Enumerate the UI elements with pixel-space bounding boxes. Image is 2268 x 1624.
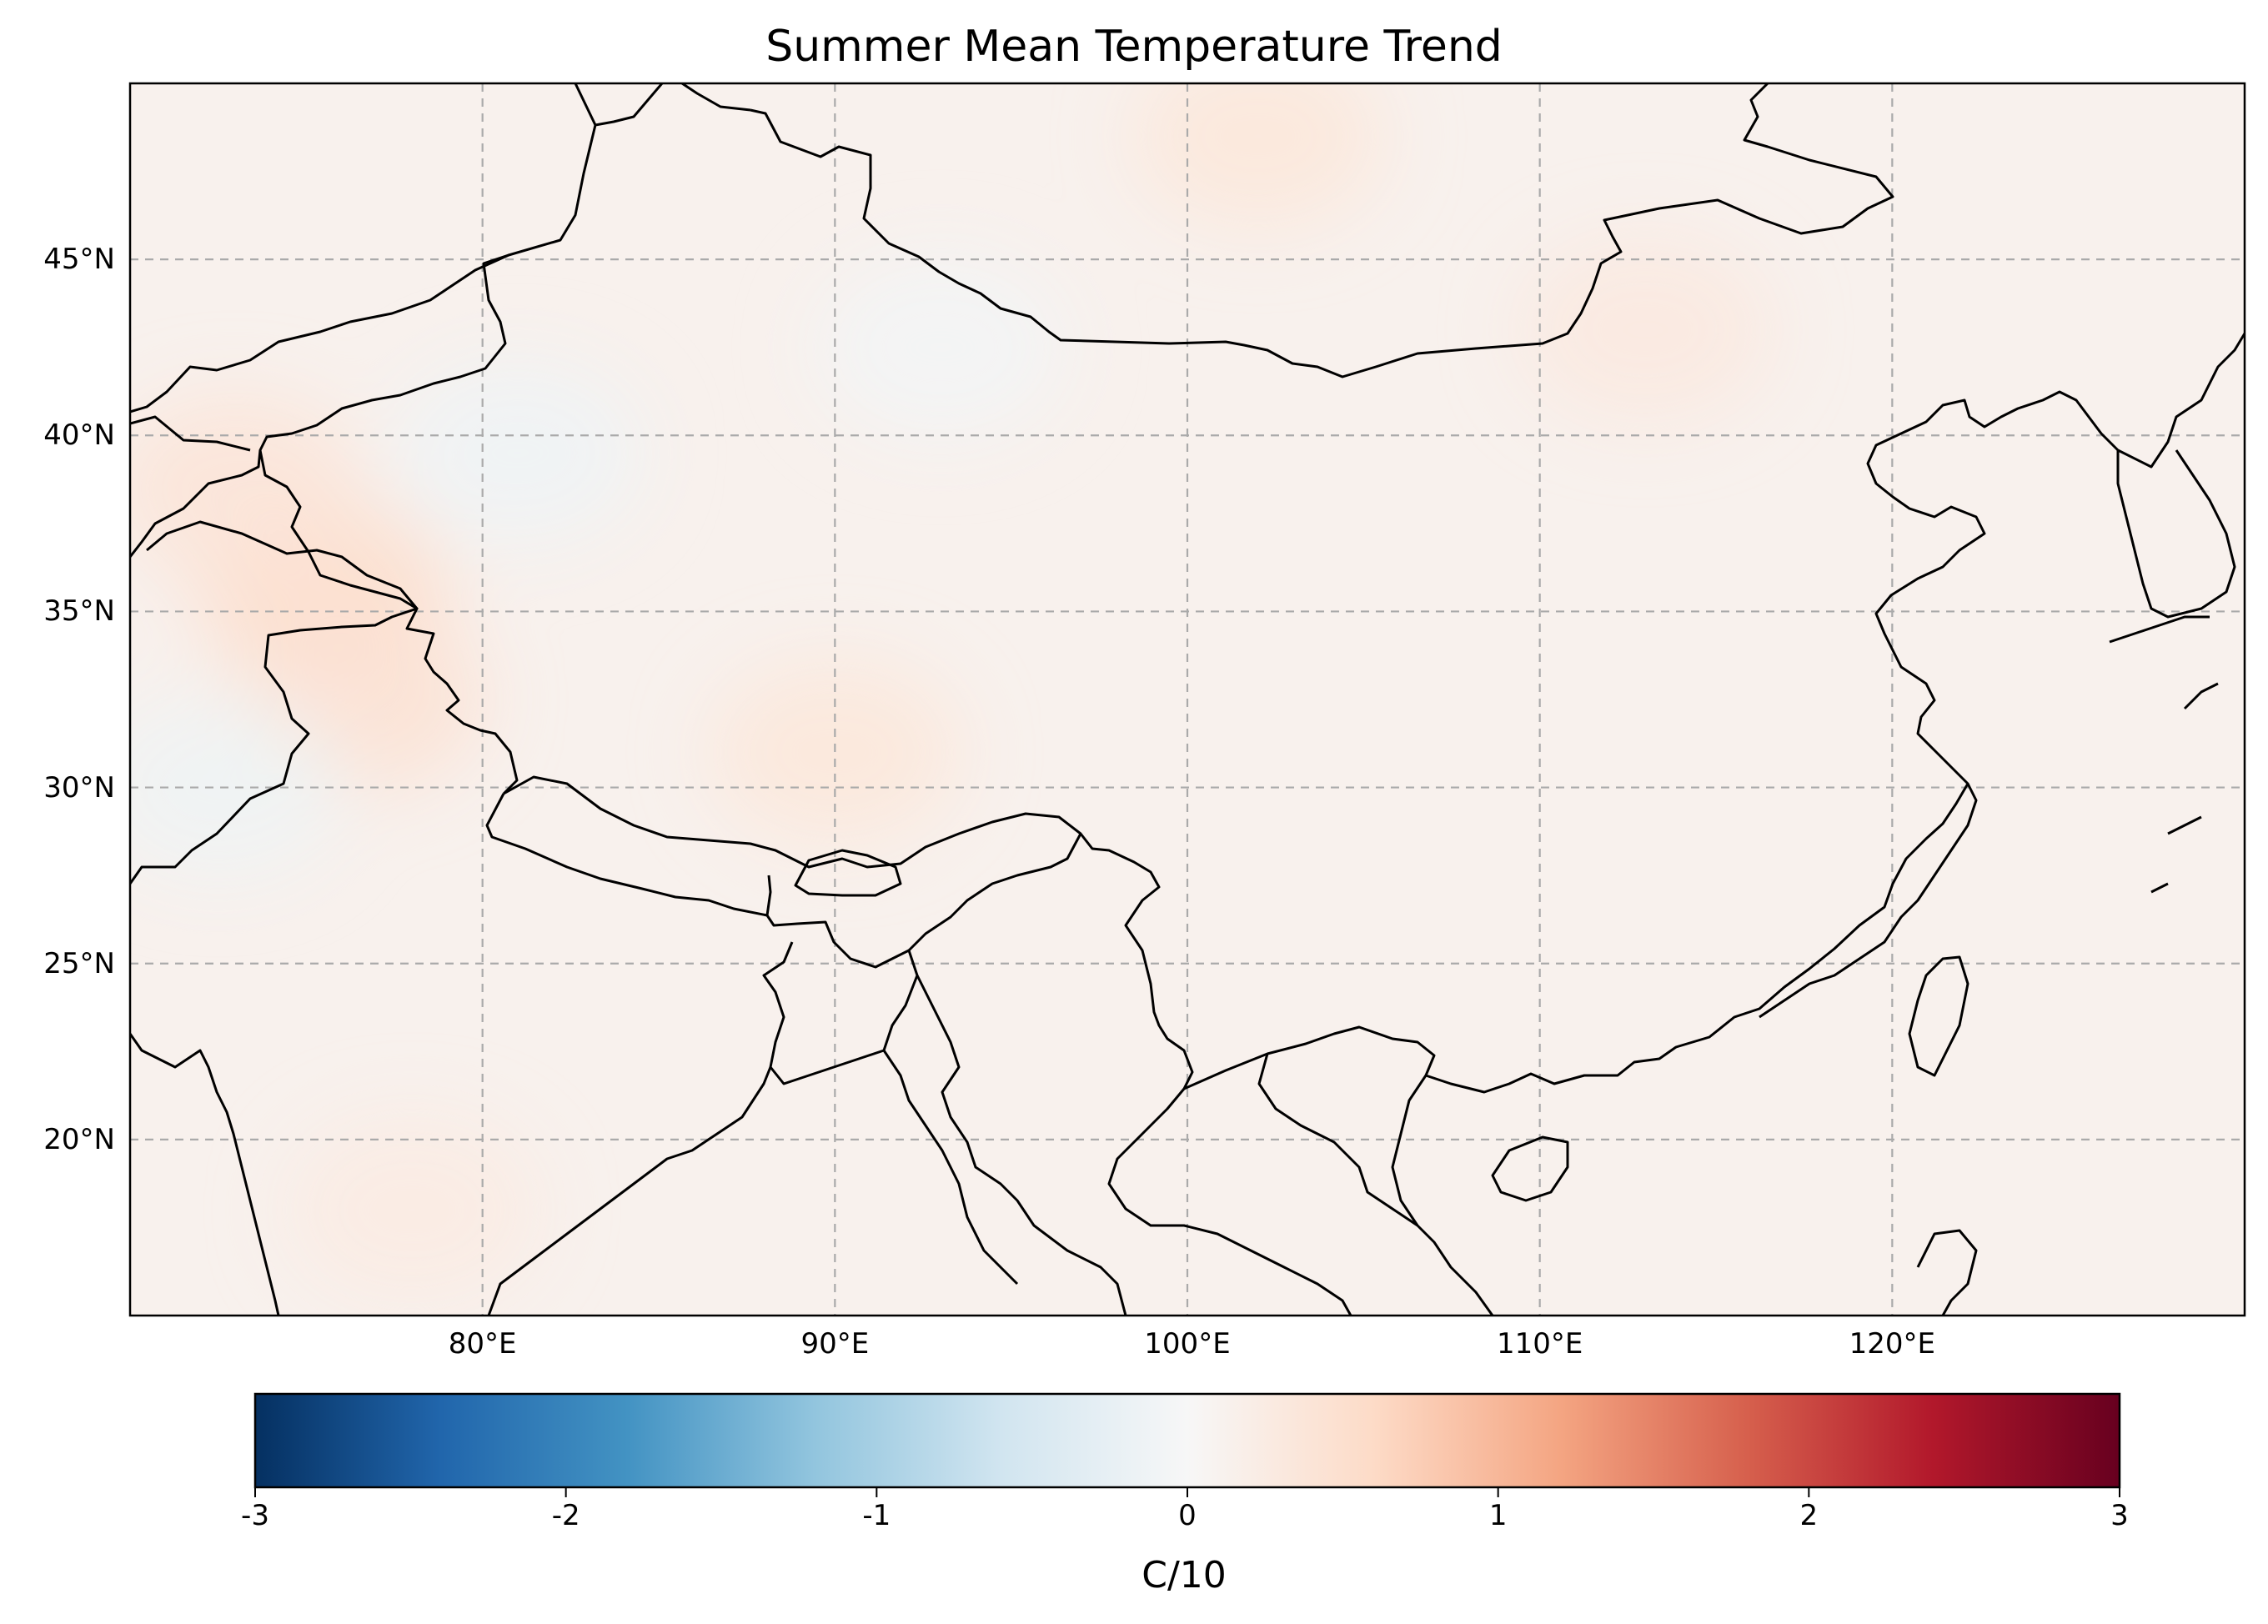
- border-myanmar: [907, 833, 1352, 1316]
- island-luzon: [1916, 1229, 1978, 1316]
- lon-tick-label: 110°E: [1496, 1327, 1583, 1361]
- field-anomaly-2: [710, 660, 961, 845]
- field-anomaly-5: [130, 396, 361, 580]
- border-laos-vietnam: [1257, 1053, 1494, 1316]
- field-anomaly-3: [1132, 83, 1383, 228]
- border-china-mongolia: [750, 83, 1894, 378]
- coast-korea: [2116, 449, 2236, 619]
- island-taiwan: [1908, 955, 1969, 1077]
- colorbar-tick-label: -3: [241, 1499, 269, 1532]
- gridlines: [130, 83, 2245, 1316]
- lat-tick-label: 20°N: [43, 1122, 115, 1156]
- field-anomaly-4: [1520, 238, 1771, 422]
- colorbar-tick-label: 1: [1488, 1499, 1508, 1532]
- coast-china-east: [1759, 783, 1978, 1019]
- lon-tick-label: 90°E: [800, 1327, 870, 1361]
- map-title: Summer Mean Temperature Trend: [765, 22, 1503, 72]
- border-bangladesh: [762, 915, 919, 1085]
- colorbar-tick-label: -1: [862, 1499, 891, 1532]
- field-anomaly-6: [287, 1118, 538, 1302]
- colorbar-tick-label: 0: [1178, 1499, 1197, 1532]
- coast-india-east: [487, 1066, 772, 1316]
- colorbar-tick-label: -2: [551, 1499, 580, 1532]
- map-frame: [128, 82, 2246, 1317]
- coast-india-west: [130, 1033, 280, 1316]
- colorbar-tick-label: 3: [2110, 1499, 2129, 1532]
- border-afghan-pak: [130, 520, 419, 885]
- field-anomaly-9: [815, 255, 1066, 439]
- border-india-china: [503, 333, 2245, 1094]
- lat-tick-label: 40°N: [43, 419, 115, 453]
- coast-myanmar: [882, 1050, 1019, 1286]
- colorbar-tick-label: 2: [1799, 1499, 1819, 1532]
- lat-tick-label: 35°N: [43, 594, 115, 629]
- colorbar: [253, 1392, 2121, 1489]
- island-hainan: [1491, 1135, 1569, 1202]
- coastlines-and-borders: [130, 83, 2245, 1316]
- lon-tick-label: 80°E: [448, 1327, 517, 1361]
- colorbar-label: C/10: [1142, 1554, 1227, 1596]
- lat-tick-label: 30°N: [43, 770, 115, 804]
- colorbar-tick-marks: [254, 1487, 2120, 1497]
- border-bhutan: [794, 849, 902, 897]
- border-central-asia: [130, 415, 262, 558]
- lon-tick-label: 120°E: [1849, 1327, 1936, 1361]
- lon-tick-label: 100°E: [1144, 1327, 1231, 1361]
- border-kazakh-north: [130, 83, 597, 414]
- coast-japan: [2109, 615, 2219, 894]
- lat-tick-label: 45°N: [43, 243, 115, 277]
- field-anomaly-7: [392, 361, 643, 545]
- lat-tick-label: 25°N: [43, 946, 115, 980]
